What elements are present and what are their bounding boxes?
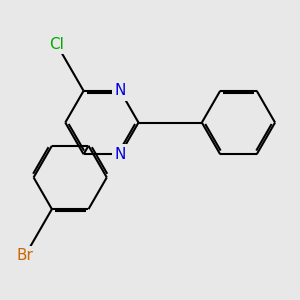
Text: Cl: Cl	[49, 37, 64, 52]
Text: N: N	[115, 147, 126, 162]
Text: N: N	[115, 83, 126, 98]
Text: Br: Br	[16, 248, 33, 263]
